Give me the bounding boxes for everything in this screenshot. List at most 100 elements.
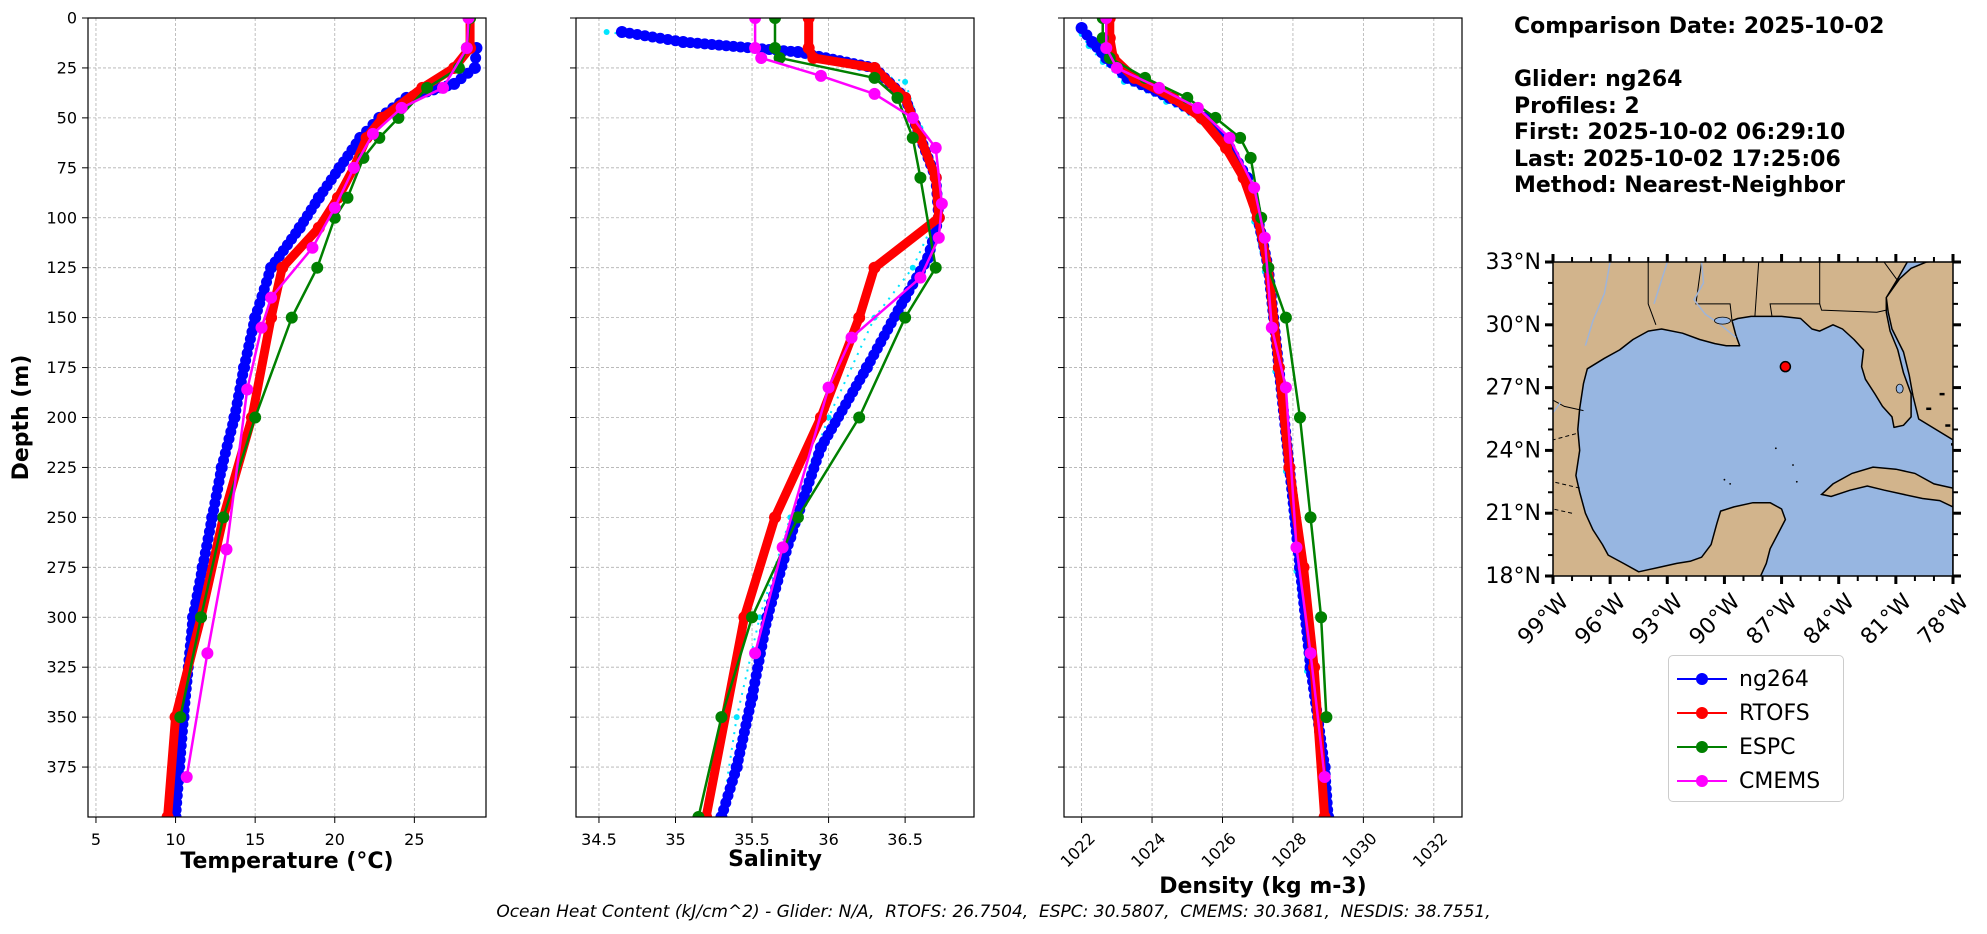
data-point bbox=[773, 51, 786, 64]
data-point bbox=[935, 197, 948, 210]
data-point bbox=[932, 211, 945, 224]
x-tick-label: 20 bbox=[325, 830, 345, 849]
method: Method: Nearest-Neighbor bbox=[1514, 173, 1845, 198]
gulf-map: 99°W96°W93°W90°W87°W84°W81°W78°W 33°N 30°N… bbox=[1486, 250, 1975, 650]
y-tick-label: 300 bbox=[46, 608, 77, 627]
depth-axis-title: Depth (m) bbox=[9, 355, 34, 481]
data-point bbox=[395, 101, 408, 114]
data-point bbox=[217, 511, 230, 524]
x-tick-label: 10 bbox=[165, 830, 185, 849]
data-point bbox=[769, 18, 781, 24]
map-lon-label: 84°W bbox=[1799, 589, 1860, 650]
y-tick-label: 25 bbox=[57, 58, 77, 77]
data-point bbox=[749, 18, 762, 24]
legend-label: RTOFS bbox=[1739, 700, 1810, 726]
island-mark bbox=[1723, 478, 1726, 481]
data-point bbox=[746, 611, 759, 624]
water-area bbox=[1575, 262, 1953, 576]
state-border bbox=[1553, 481, 1580, 489]
data-point bbox=[732, 754, 744, 766]
data-point bbox=[906, 131, 919, 144]
data-point bbox=[715, 711, 728, 724]
state-border bbox=[1883, 262, 1899, 282]
data-point bbox=[1153, 81, 1166, 94]
data-point bbox=[455, 73, 467, 85]
data-point bbox=[718, 804, 730, 816]
x-tick-label: 35 bbox=[665, 830, 685, 849]
river-line bbox=[1553, 401, 1562, 414]
salinity-axis-title: Salinity bbox=[728, 847, 822, 872]
data-point bbox=[845, 331, 858, 344]
state-border bbox=[1553, 399, 1584, 412]
data-point bbox=[255, 321, 268, 334]
data-point bbox=[170, 804, 182, 816]
y-tick-label: 350 bbox=[46, 708, 77, 727]
data-point bbox=[1244, 151, 1257, 164]
data-point bbox=[769, 41, 781, 54]
profile-panel: 34.5 35 35.5 36 36.5 Salinity bbox=[570, 17, 975, 872]
data-point bbox=[802, 18, 815, 24]
river-line bbox=[1693, 262, 1737, 338]
data-point bbox=[1258, 231, 1271, 244]
data-point bbox=[1265, 321, 1278, 334]
map-lat-label: 33°N bbox=[1486, 250, 1541, 275]
glider-location-marker bbox=[1779, 360, 1792, 373]
data-point bbox=[749, 647, 762, 660]
data-point bbox=[822, 381, 835, 394]
data-point bbox=[909, 264, 916, 271]
series-line bbox=[1080, 27, 1330, 817]
y-tick-label: 50 bbox=[57, 108, 77, 127]
data-point bbox=[1223, 131, 1236, 144]
map-lat-label: 24°N bbox=[1486, 438, 1541, 463]
series-line bbox=[1105, 18, 1330, 817]
data-point bbox=[230, 404, 242, 416]
data-point bbox=[914, 271, 927, 284]
data-point bbox=[161, 811, 174, 817]
series-line bbox=[185, 18, 470, 778]
y-tick-label: 175 bbox=[46, 358, 77, 377]
data-point bbox=[220, 543, 233, 556]
map-frame bbox=[1552, 261, 1954, 577]
island-mark bbox=[1955, 395, 1960, 398]
island-mark bbox=[1939, 392, 1945, 396]
island-mark bbox=[1729, 482, 1732, 485]
data-point bbox=[1279, 311, 1292, 324]
data-point bbox=[240, 354, 252, 366]
map-lon-label: 87°W bbox=[1742, 589, 1803, 650]
data-point bbox=[1283, 461, 1296, 474]
data-point bbox=[265, 291, 278, 304]
river-line bbox=[1584, 262, 1611, 346]
data-point bbox=[1293, 411, 1306, 424]
data-point bbox=[201, 647, 214, 660]
data-point bbox=[285, 311, 298, 324]
data-point bbox=[670, 35, 681, 47]
last-time: Last: 2025-10-02 17:25:06 bbox=[1514, 146, 1841, 172]
data-point bbox=[1320, 711, 1333, 724]
data-point bbox=[195, 611, 208, 624]
data-point bbox=[1100, 41, 1113, 54]
data-point bbox=[802, 41, 815, 54]
data-point bbox=[868, 71, 881, 84]
data-point bbox=[1248, 181, 1261, 194]
data-point bbox=[733, 714, 740, 721]
data-point bbox=[868, 261, 881, 274]
data-point bbox=[1318, 811, 1331, 817]
map-lon-label: 99°W bbox=[1513, 589, 1574, 650]
data-point bbox=[174, 711, 187, 724]
data-point bbox=[891, 91, 904, 104]
data-point bbox=[906, 111, 919, 124]
data-point bbox=[1304, 511, 1317, 524]
map-lat-label: 27°N bbox=[1486, 376, 1541, 401]
data-point bbox=[1279, 381, 1292, 394]
x-tick-label: 1022 bbox=[1057, 829, 1099, 871]
data-point bbox=[864, 355, 876, 367]
legend-item: RTOFS bbox=[1677, 696, 1843, 730]
legend: ng264 RTOFS ESPC CMEMS bbox=[1668, 655, 1844, 802]
x-tick-label: 15 bbox=[245, 830, 265, 849]
axes-frame bbox=[87, 17, 487, 818]
series-line bbox=[697, 18, 937, 817]
series-line bbox=[606, 30, 937, 817]
map-lat-label: 30°N bbox=[1486, 313, 1541, 338]
legend-marker-icon bbox=[1677, 702, 1727, 724]
data-point bbox=[902, 78, 909, 85]
